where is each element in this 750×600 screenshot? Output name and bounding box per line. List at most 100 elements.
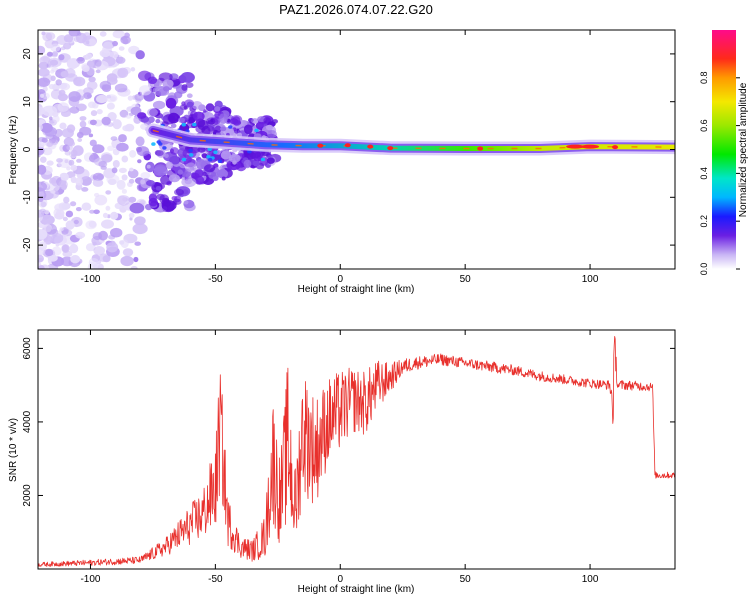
colorbar: 0.0 0.2 0.4 0.6 0.8 Normalized spectral ampl… [699, 30, 749, 275]
spectrogram-blob [56, 158, 63, 163]
spectrogram-blob [111, 167, 118, 174]
spectrogram-x-tick-label: 50 [460, 274, 472, 285]
spectrogram-hotspot [213, 150, 218, 154]
spectrogram-blob [38, 123, 43, 131]
spectrogram-blob [183, 114, 190, 121]
spectrogram-blob [228, 153, 241, 163]
spectrogram-blob [112, 119, 122, 130]
ridge-peak [612, 145, 619, 150]
spectrogram-blob [183, 200, 189, 205]
spectrogram-blob [38, 254, 44, 263]
spectrogram-blob [38, 164, 47, 175]
spectrogram-blob [105, 190, 112, 195]
spectrogram-blob [185, 172, 193, 179]
spectrogram-blob [180, 72, 195, 83]
spectrogram-blob [81, 64, 90, 72]
spectrogram-blob [118, 46, 125, 51]
spectrogram-blob [92, 178, 104, 187]
spectrogram-blob [38, 77, 51, 87]
spectrogram-blob [197, 119, 209, 131]
spectrogram-blob [94, 192, 100, 198]
spectrogram-blob [66, 203, 71, 208]
ridge-core [150, 127, 675, 151]
spectrogram-blob [120, 239, 129, 249]
spectrogram-blob [96, 94, 108, 104]
spectrogram-blob [116, 179, 126, 190]
spectrogram-blob [38, 181, 48, 192]
ridge-peak [581, 144, 600, 149]
spectrogram-blob [47, 254, 58, 262]
ridge-peak [344, 143, 351, 148]
spectrogram-blob [64, 159, 69, 164]
spectrogram-blob [75, 207, 82, 212]
spectrogram-blob [45, 249, 54, 257]
spectrogram-blob [98, 230, 108, 241]
colorbar-tick-label: 0.0 [699, 263, 709, 276]
spectrogram-blob [240, 120, 248, 127]
spectrogram-blob [134, 216, 146, 226]
spectrogram-blob [49, 116, 53, 121]
spectrogram-blob [110, 211, 119, 220]
spectrogram-blob [105, 205, 111, 211]
spectrogram-noise-blobs [38, 30, 282, 269]
spectrogram-blob [192, 111, 205, 122]
spectrogram-y-tick-label: -10 [22, 190, 33, 205]
spectrogram-blob [128, 196, 137, 203]
spectrogram-blob [248, 150, 261, 159]
spectrogram-blob [41, 92, 50, 100]
spectrogram-blob [138, 85, 152, 96]
spectrogram-blob [42, 147, 53, 156]
snr-y-tick-label: 2000 [22, 484, 33, 507]
spectrogram-blob [76, 57, 85, 64]
snr-y-tick-label: 6000 [22, 337, 33, 360]
spectrogram-blob [96, 109, 103, 115]
spectrogram-blob [69, 106, 80, 114]
snr-x-tick-label: -50 [208, 574, 223, 585]
spectrogram-blob [159, 194, 170, 205]
spectrogram-blob [62, 216, 68, 222]
spectrogram-blob [38, 68, 50, 77]
snr-x-tick-label: 100 [582, 574, 599, 585]
spectrogram-blob [229, 118, 239, 125]
spectrogram-blob [170, 123, 177, 128]
spectrogram-blob [92, 241, 97, 246]
spectrogram-blob [162, 79, 174, 89]
spectrogram-blob [59, 82, 68, 90]
spectrogram-y-tick-label: 20 [22, 48, 33, 60]
spectrogram-blob [66, 124, 76, 133]
spectrogram-blob [70, 255, 81, 264]
spectrogram-blob [82, 32, 91, 41]
spectrogram-blob [58, 54, 65, 61]
spectrogram-blob [73, 219, 79, 225]
spectrogram-blob [92, 144, 105, 154]
spectrogram-blob [130, 265, 138, 269]
spectrogram-blob [58, 180, 68, 190]
spectrogram-blob [115, 56, 126, 64]
ridge-peak [367, 144, 374, 149]
spectrogram-blob [256, 122, 264, 130]
spectrogram-blob [63, 34, 74, 43]
spectrogram-blob [155, 150, 164, 157]
snr-frame [37, 329, 676, 570]
spectrogram-blob [64, 151, 72, 156]
spectrogram-blob [93, 246, 105, 256]
spectrogram-blob [112, 160, 120, 168]
spectrogram-blob [75, 231, 86, 239]
spectrogram-blob [125, 114, 132, 119]
spectrogram-blob [106, 102, 115, 110]
spectrogram-blob [169, 155, 181, 165]
spectrogram-blob [129, 202, 145, 214]
spectrogram-blob [69, 243, 79, 254]
spectrogram-blob [73, 76, 86, 87]
spectrogram-blob [38, 197, 44, 203]
spectrogram-blob [263, 117, 272, 124]
spectrogram-blob [38, 45, 46, 55]
spectrogram-blob [81, 187, 89, 192]
snr-x-tick-label: 50 [460, 574, 472, 585]
spectrogram-blob [59, 122, 67, 130]
spectrogram-blob [174, 188, 184, 196]
spectrogram-blob [178, 117, 185, 123]
spectrogram-blob [38, 265, 45, 269]
ridge-peak [317, 143, 324, 148]
colorbar-tick-label: 0.4 [699, 167, 709, 180]
